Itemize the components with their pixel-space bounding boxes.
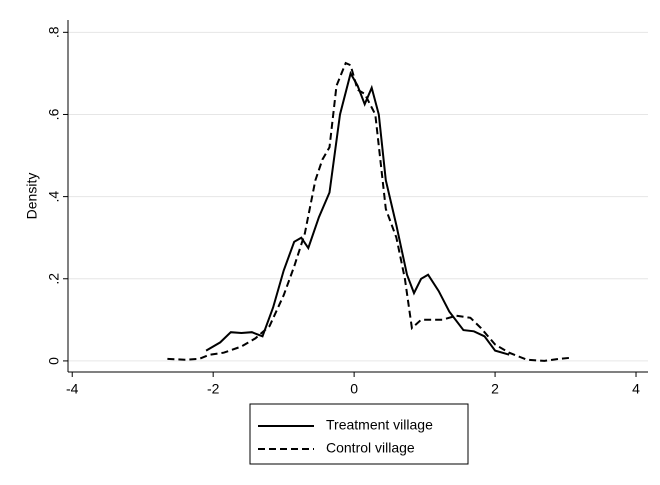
x-tick-label: 2 — [491, 381, 499, 397]
series-line — [167, 61, 573, 362]
x-tick-label: 0 — [350, 381, 358, 397]
y-tick-label: .4 — [46, 191, 62, 203]
y-tick-label: .6 — [46, 108, 62, 120]
series-line — [205, 70, 510, 356]
x-tick-label: 4 — [632, 381, 640, 397]
legend-label: Treatment village — [326, 417, 433, 433]
y-tick-label: .8 — [46, 26, 62, 38]
legend-label: Control village — [326, 440, 415, 456]
y-tick-label: .2 — [46, 273, 62, 285]
x-tick-label: -2 — [207, 381, 220, 397]
x-tick-label: -4 — [66, 381, 79, 397]
legend-box — [249, 403, 469, 465]
y-tick-label: 0 — [46, 357, 62, 365]
y-axis-title: Density — [24, 173, 40, 220]
